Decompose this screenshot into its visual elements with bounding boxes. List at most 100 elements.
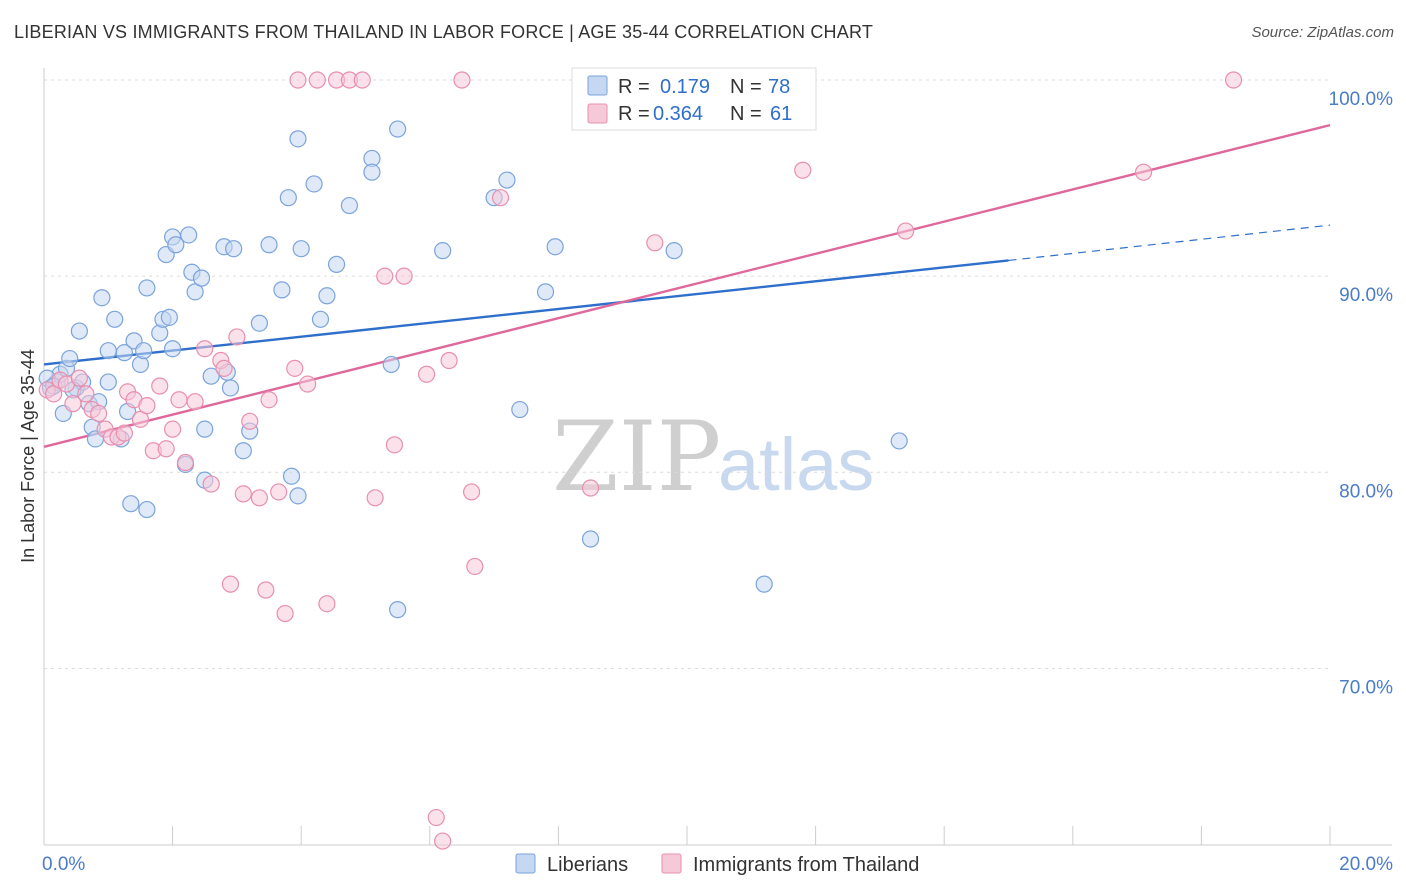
liberian-point (282, 467, 301, 485)
thailand-point (276, 604, 294, 623)
thailand-point (581, 479, 600, 497)
liberian-point (305, 175, 323, 193)
thailand-point (196, 340, 214, 358)
thailand-point (176, 453, 195, 472)
stats-legend: R = 0.179 N = 78 R = 0.364 N = 61 (571, 67, 817, 131)
liberian-point (234, 442, 252, 460)
stats-legend-r-label-liberians: R = (618, 76, 650, 98)
liberian-point (160, 308, 178, 326)
thailand-point (241, 412, 259, 430)
watermark-atlas: atlas (718, 423, 874, 506)
x-tick-labels: 0.0% 20.0% (42, 854, 1393, 875)
thailand-point (434, 832, 452, 850)
liberian-point (225, 240, 243, 258)
trend-line-liberians-extension (1008, 224, 1331, 262)
thailand-point (376, 267, 394, 285)
series-legend-swatch-liberians (515, 853, 536, 874)
thailand-point (250, 489, 269, 507)
liberian-point (273, 281, 291, 299)
thailand-point (186, 393, 204, 411)
thailand-point (221, 575, 240, 593)
thailand-point (385, 436, 404, 454)
thailand-point (138, 397, 156, 415)
thailand-point (215, 359, 233, 377)
liberian-point (70, 322, 88, 340)
liberian-point (138, 500, 156, 519)
liberian-point (138, 279, 156, 297)
thailand-point (164, 420, 182, 438)
liberian-point (167, 236, 185, 254)
liberian-point (180, 226, 198, 244)
liberian-point (389, 120, 407, 138)
liberian-point (292, 240, 310, 258)
watermark-zip: ZIP (552, 401, 721, 513)
gridlines (44, 79, 1330, 669)
liberian-point (99, 342, 117, 360)
stats-legend-n-value-liberians: 78 (768, 76, 790, 98)
thailand-point (897, 222, 915, 240)
series-legend-label-liberians: Liberians (547, 854, 628, 876)
liberian-point (318, 287, 336, 305)
liberian-point (665, 242, 683, 260)
thailand-point (77, 385, 95, 403)
thailand-point (395, 267, 413, 285)
series-legend: Liberians Immigrants from Thailand (515, 853, 919, 876)
liberian-point (115, 344, 133, 362)
series-thailand (38, 71, 1243, 850)
liberian-point (192, 269, 211, 287)
chart-source: Source: ZipAtlas.com (1251, 24, 1394, 41)
thailand-point (353, 71, 371, 89)
thailand-point (318, 595, 336, 613)
chart-title: LIBERIAN VS IMMIGRANTS FROM THAILAND IN … (14, 22, 874, 42)
thailand-point (151, 377, 169, 395)
liberian-point (135, 342, 153, 360)
liberian-point (511, 400, 529, 419)
thailand-point (45, 385, 63, 403)
thailand-point (289, 71, 307, 89)
series-legend-swatch-thailand (661, 853, 682, 874)
liberian-point (498, 171, 516, 189)
thailand-point (794, 161, 812, 179)
liberian-point (340, 196, 359, 215)
stats-legend-n-value-thailand: 61 (770, 103, 792, 125)
liberian-point (93, 289, 111, 307)
data-points (38, 71, 1243, 850)
thailand-point (366, 489, 384, 507)
thailand-point (646, 234, 664, 252)
thailand-point (70, 369, 88, 387)
series-liberians (38, 120, 908, 619)
stats-legend-r-value-liberians: 0.179 (660, 76, 710, 98)
liberian-point (260, 236, 278, 254)
thailand-point (427, 808, 445, 827)
liberian-point (755, 575, 773, 593)
thailand-point (234, 485, 252, 503)
thailand-point (1224, 71, 1243, 89)
thailand-point (1134, 163, 1153, 181)
stats-legend-swatch-liberians (587, 75, 608, 96)
series-legend-label-thailand: Immigrants from Thailand (693, 854, 919, 876)
y-tick-label: 80.0% (1339, 481, 1393, 502)
thailand-point (64, 395, 82, 413)
liberian-point (363, 163, 381, 181)
liberian-point (279, 189, 297, 207)
liberian-point (122, 495, 140, 513)
thailand-point (202, 475, 220, 493)
thailand-point (260, 391, 278, 409)
liberian-point (536, 283, 555, 301)
stats-legend-swatch-thailand (587, 103, 608, 124)
thailand-point (257, 581, 275, 599)
liberian-point (382, 355, 400, 374)
stats-legend-n-label-thailand: N = (730, 103, 762, 125)
thailand-point (131, 410, 150, 428)
liberian-point (389, 601, 407, 619)
thailand-point (453, 71, 471, 89)
thailand-point (270, 483, 288, 501)
liberian-point (202, 367, 220, 385)
thailand-point (286, 359, 304, 377)
y-tick-label: 90.0% (1339, 285, 1393, 306)
thailand-point (308, 71, 326, 89)
thailand-point (299, 375, 317, 393)
thailand-point (90, 404, 108, 423)
stats-legend-n-label-liberians: N = (730, 76, 762, 98)
